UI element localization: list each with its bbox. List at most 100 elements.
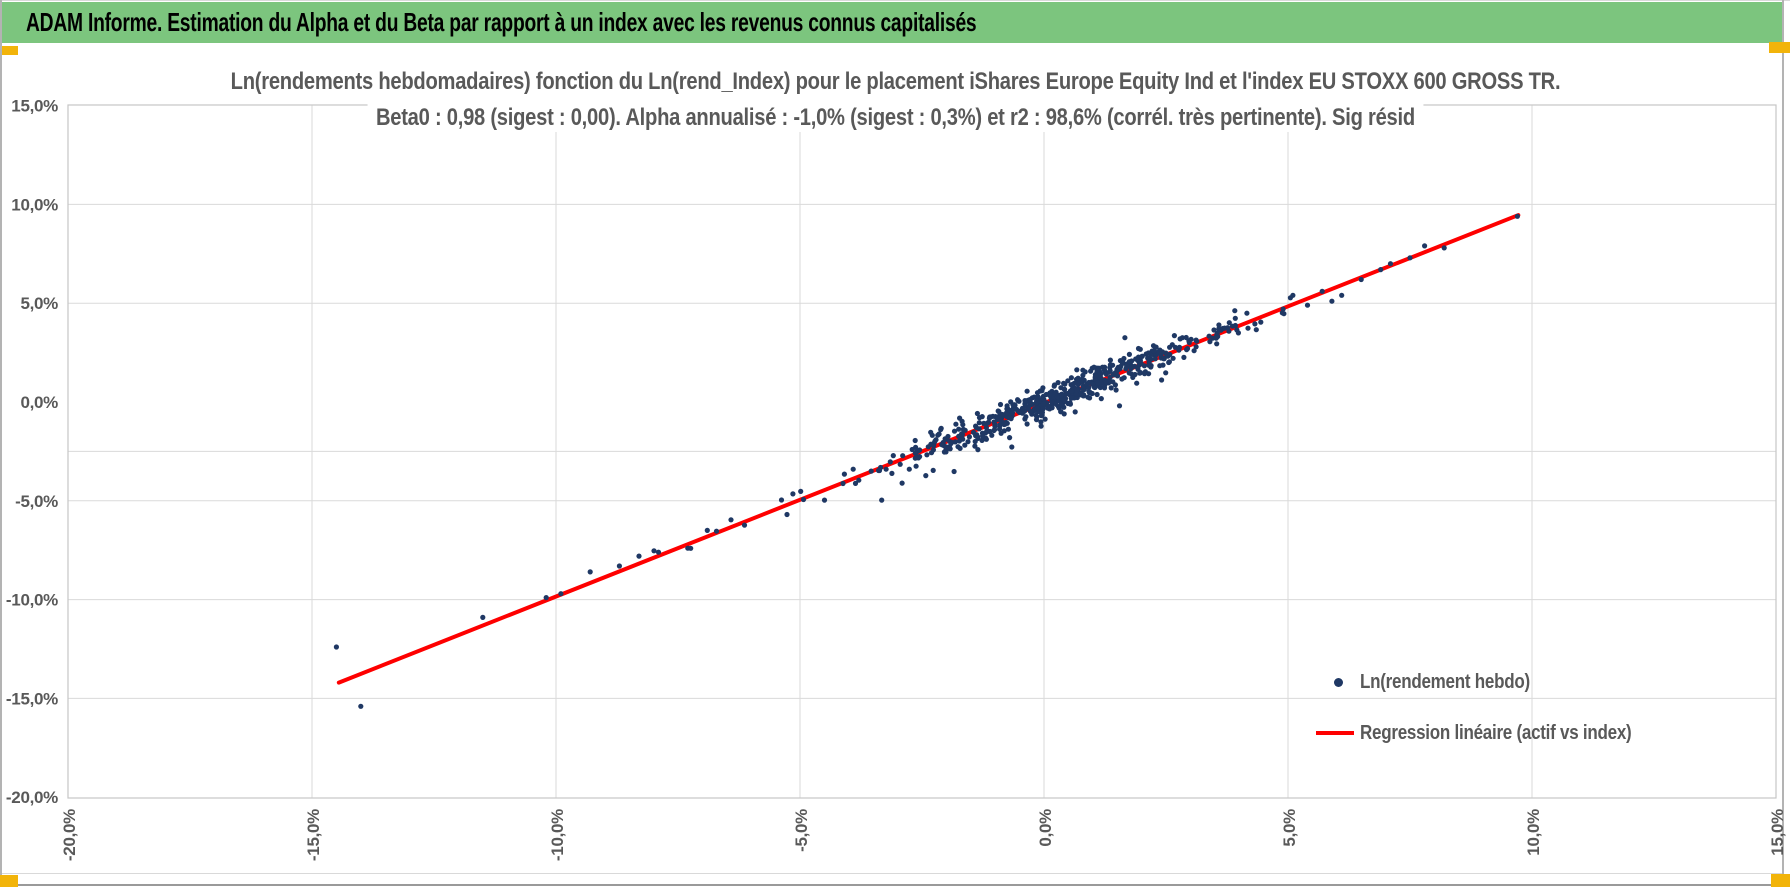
scatter-point — [1062, 398, 1068, 404]
scatter-point — [1042, 416, 1048, 422]
scatter-point — [616, 563, 623, 569]
report-title: ADAM Informe. Estimation du Alpha et du … — [26, 7, 977, 37]
scatter-point — [1179, 335, 1185, 341]
y-tick-label: -20,0% — [6, 788, 58, 807]
scatter-point — [1128, 365, 1134, 372]
scatter-point — [981, 420, 987, 426]
scatter-point — [728, 517, 734, 523]
scatter-point — [1015, 408, 1021, 414]
scatter-point — [1001, 428, 1007, 434]
scatter-point — [915, 455, 922, 461]
x-tick-label: -5,0% — [792, 809, 811, 852]
scatter-point — [1080, 367, 1086, 373]
scatter-point — [1049, 405, 1055, 411]
scatter-point — [1206, 333, 1212, 339]
scatter-point — [976, 420, 982, 426]
scatter-point — [1232, 308, 1238, 314]
scatter-point — [1061, 380, 1067, 386]
scatter-point — [1222, 325, 1228, 331]
legend-label-scatter: Ln(rendement hebdo) — [1360, 670, 1530, 693]
scatter-point — [1080, 386, 1086, 392]
scatter-point — [1184, 347, 1190, 353]
scatter-point — [1114, 373, 1121, 379]
corner-marker-bottom-left — [0, 875, 18, 887]
scatter-point — [1139, 353, 1145, 359]
scatter-point — [543, 595, 549, 601]
scatter-point — [999, 411, 1005, 418]
scatter-point — [957, 445, 963, 451]
window-border-left — [0, 0, 2, 886]
scatter-point — [1005, 426, 1012, 432]
chart-title-line1-text: Ln(rendements hebdomadaires) fonction du… — [221, 68, 1569, 96]
scatter-point — [1232, 315, 1238, 321]
scatter-point — [1169, 342, 1175, 348]
scatter-point — [1126, 351, 1132, 357]
scatter-point — [883, 466, 889, 472]
scatter-point — [798, 488, 804, 494]
scatter-point — [941, 449, 948, 455]
scatter-point — [948, 440, 954, 446]
scatter-point — [974, 410, 981, 417]
scatter-point — [953, 421, 959, 427]
scatter-point — [956, 426, 962, 432]
scatter-point — [1007, 415, 1013, 421]
scatter-point — [1095, 380, 1101, 386]
legend-item-regression: Regression linéaire (actif vs index) — [1316, 713, 1679, 753]
scatter-point — [1280, 306, 1286, 312]
scatter-point — [800, 496, 807, 503]
scatter-point — [912, 437, 918, 444]
scatter-point — [741, 522, 748, 528]
scatter-point — [1142, 371, 1148, 377]
scatter-point — [1216, 322, 1222, 328]
scatter-point — [951, 428, 958, 434]
scatter-point — [1161, 356, 1167, 362]
scatter-point — [1137, 370, 1143, 376]
scatter-point — [1137, 346, 1143, 352]
scatter-point — [841, 471, 848, 477]
scatter-point — [1024, 388, 1030, 394]
scatter-point — [1086, 384, 1092, 391]
scatter-point — [1130, 374, 1136, 380]
scatter-point — [1089, 390, 1095, 397]
scatter-point — [909, 446, 915, 453]
chart-title-line2-text: Beta0 : 0,98 (sigest : 0,00). Alpha annu… — [367, 104, 1423, 132]
scatter-point — [1213, 335, 1219, 341]
scatter-point — [1163, 370, 1169, 376]
scatter-point — [1304, 302, 1311, 308]
scatter-point — [879, 497, 885, 503]
scatter-point — [900, 453, 906, 459]
scatter-point — [1068, 395, 1074, 401]
scatter-point — [928, 450, 935, 456]
scatter-point — [784, 511, 790, 518]
scatter-point — [959, 431, 966, 437]
scatter-point — [972, 443, 978, 449]
scatter-point — [938, 425, 944, 431]
y-tick-label: -5,0% — [15, 492, 58, 511]
scatter-point — [1061, 411, 1067, 417]
scatter-point — [939, 442, 945, 448]
scatter-point — [1009, 410, 1016, 416]
scatter-point — [965, 439, 971, 445]
scatter-point — [1211, 327, 1217, 333]
scatter-point — [1054, 394, 1060, 400]
scatter-point — [947, 446, 953, 452]
legend-label-regression: Regression linéaire (actif vs index) — [1360, 721, 1632, 744]
scatter-point — [906, 466, 912, 472]
scatter-point — [1007, 435, 1013, 441]
scatter-point — [1244, 310, 1250, 316]
scatter-point — [651, 548, 657, 554]
scatter-point — [333, 644, 339, 650]
scatter-point — [1038, 419, 1044, 425]
scatter-point — [1181, 354, 1187, 360]
scatter-point — [1101, 367, 1107, 373]
scatter-point — [1226, 320, 1232, 326]
y-tick-label: 10,0% — [11, 195, 58, 214]
scatter-point — [1171, 333, 1177, 339]
x-tick-label: 15,0% — [1768, 809, 1787, 856]
scatter-point — [856, 477, 862, 483]
scatter-point — [1422, 243, 1428, 249]
scatter-point — [1033, 417, 1040, 423]
scatter-point — [980, 433, 986, 439]
scatter-point — [923, 473, 929, 479]
